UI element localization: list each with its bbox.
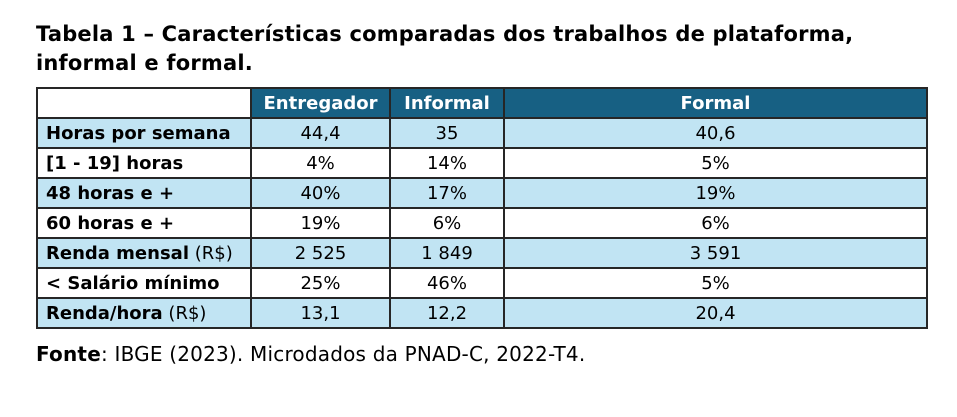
table-row: 60 horas e +19% 6% 6% (36, 207, 928, 239)
table-row: Horas por semana 44,4 35 40,6 (36, 117, 928, 149)
value-cell: 25% (250, 267, 391, 299)
page: Tabela 1 – Características comparadas do… (36, 20, 957, 366)
value-cell: 2 525 (250, 237, 391, 269)
row-label: Renda/hora (R$) (36, 297, 252, 329)
row-label: < Salário mínimo (36, 267, 252, 299)
value-cell: 40,6 (503, 117, 928, 149)
table-caption-line1: Tabela 1 – Características comparadas do… (36, 22, 854, 46)
value-cell: 5% (503, 147, 928, 179)
table-caption: Tabela 1 – Características comparadas do… (36, 20, 957, 78)
table-caption-line2: informal e formal. (36, 51, 253, 75)
value-cell: 6% (389, 207, 505, 239)
value-cell: 12,2 (389, 297, 505, 329)
source-note: Fonte: IBGE (2023). Microdados da PNAD-C… (36, 342, 957, 366)
column-header-entregador: Entregador (250, 87, 391, 119)
value-cell: 4% (250, 147, 391, 179)
column-header-informal: Informal (389, 87, 505, 119)
value-cell: 35 (389, 117, 505, 149)
value-cell: 19% (503, 177, 928, 209)
table-row: < Salário mínimo 25% 46% 5% (36, 267, 928, 299)
value-cell: 20,4 (503, 297, 928, 329)
source-note-text: : IBGE (2023). Microdados da PNAD-C, 202… (100, 342, 586, 366)
column-header-formal: Formal (503, 87, 928, 119)
table-row: Renda/hora (R$) 13,1 12,2 20,4 (36, 297, 928, 329)
comparison-table: Entregador Informal Formal Horas por sem… (36, 87, 928, 329)
row-label: [1 - 19] horas (36, 147, 252, 179)
header-row: Entregador Informal Formal (36, 87, 928, 119)
value-cell: 46% (389, 267, 505, 299)
corner-cell (36, 87, 252, 119)
value-cell: 17% (389, 177, 505, 209)
value-cell: 40% (250, 177, 391, 209)
row-label: Renda mensal (R$) (36, 237, 252, 269)
value-cell: 19% (250, 207, 391, 239)
value-cell: 5% (503, 267, 928, 299)
row-label-suffix: (R$) (189, 242, 233, 264)
value-cell: 14% (389, 147, 505, 179)
value-cell: 13,1 (250, 297, 391, 329)
table-row: [1 - 19] horas 4% 14% 5% (36, 147, 928, 179)
source-note-label: Fonte (36, 342, 101, 366)
value-cell: 44,4 (250, 117, 391, 149)
row-label: 60 horas e + (36, 207, 252, 239)
row-label: 48 horas e + (36, 177, 252, 209)
row-label-suffix: (R$) (162, 302, 207, 324)
table-row: Renda mensal (R$) 2 525 1 849 3 591 (36, 237, 928, 269)
value-cell: 1 849 (389, 237, 505, 269)
table-row: 48 horas e +40% 17% 19% (36, 177, 928, 209)
value-cell: 6% (503, 207, 928, 239)
row-label: Horas por semana (36, 117, 252, 149)
value-cell: 3 591 (503, 237, 928, 269)
